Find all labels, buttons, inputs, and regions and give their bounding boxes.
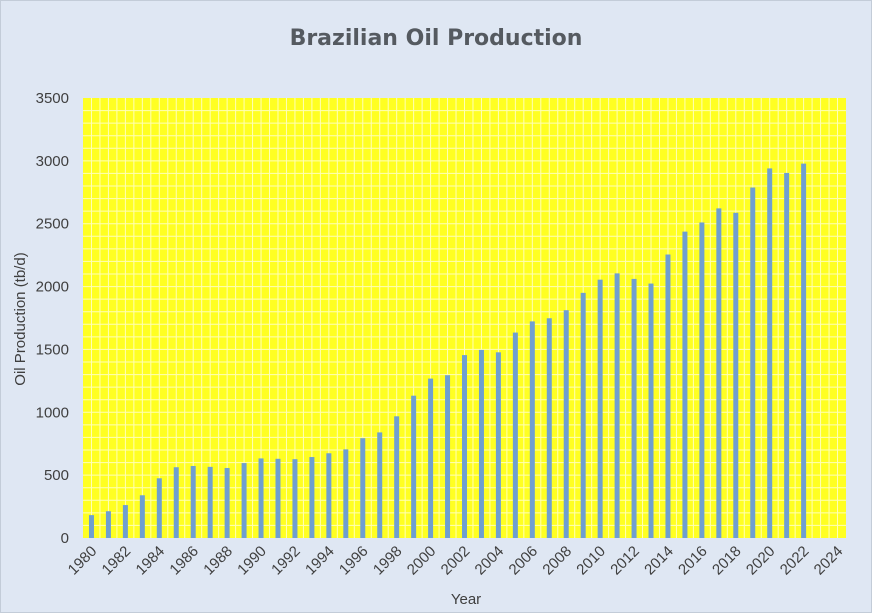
bar bbox=[733, 212, 739, 538]
bar bbox=[801, 163, 807, 538]
x-axis-title: Year bbox=[451, 591, 481, 608]
bar bbox=[343, 449, 349, 538]
x-tick-label: 1992 bbox=[268, 543, 304, 579]
bar bbox=[716, 208, 722, 538]
bar bbox=[377, 432, 383, 538]
bar bbox=[411, 395, 417, 538]
y-axis-title: Oil Production (tb/d) bbox=[12, 252, 29, 385]
x-tick-label: 2024 bbox=[811, 543, 847, 579]
x-tick-label: 2010 bbox=[573, 543, 609, 579]
bar bbox=[190, 465, 196, 538]
x-tick-label: 1994 bbox=[302, 543, 338, 579]
y-tick-label: 3500 bbox=[36, 90, 69, 107]
y-tick-label: 2000 bbox=[36, 279, 69, 296]
x-tick-label: 2012 bbox=[607, 543, 643, 579]
bar bbox=[88, 515, 94, 538]
bar bbox=[360, 438, 366, 538]
y-axis-ticks: 0 500 1000 1500 2000 2500 3000 3500 bbox=[36, 90, 69, 547]
bar bbox=[207, 466, 213, 538]
bar bbox=[394, 416, 400, 538]
bar bbox=[428, 378, 434, 538]
bar bbox=[563, 310, 569, 538]
y-tick-label: 1500 bbox=[36, 341, 69, 358]
bar bbox=[512, 332, 518, 538]
bar bbox=[309, 457, 315, 538]
bar bbox=[241, 463, 247, 538]
x-tick-label: 2006 bbox=[506, 543, 542, 579]
y-tick-label: 500 bbox=[44, 467, 69, 484]
x-tick-label: 2020 bbox=[743, 543, 779, 579]
x-tick-label: 2000 bbox=[404, 543, 440, 579]
bar bbox=[462, 355, 467, 538]
x-tick-label: 2004 bbox=[472, 543, 508, 579]
bar bbox=[478, 349, 484, 538]
bar-series bbox=[88, 163, 807, 539]
bar bbox=[750, 187, 756, 538]
bar bbox=[326, 453, 332, 538]
bar bbox=[529, 321, 535, 538]
bar bbox=[445, 375, 451, 538]
x-tick-label: 2022 bbox=[777, 543, 813, 579]
x-tick-label: 1982 bbox=[99, 543, 135, 579]
x-tick-label: 1980 bbox=[65, 543, 101, 579]
bar bbox=[682, 231, 688, 539]
bar bbox=[139, 495, 145, 538]
x-tick-label: 1984 bbox=[133, 543, 169, 579]
bar bbox=[614, 273, 620, 538]
y-tick-label: 2500 bbox=[36, 216, 69, 233]
y-tick-label: 0 bbox=[61, 530, 69, 547]
x-tick-label: 1986 bbox=[166, 543, 202, 579]
bar bbox=[546, 318, 552, 538]
bar bbox=[699, 222, 705, 538]
bar bbox=[275, 458, 281, 538]
x-tick-label: 2016 bbox=[675, 543, 711, 579]
y-tick-label: 1000 bbox=[36, 404, 69, 421]
bar bbox=[156, 478, 162, 538]
bar bbox=[597, 279, 603, 538]
bar bbox=[784, 172, 790, 538]
bar bbox=[631, 278, 637, 538]
bar bbox=[122, 505, 128, 538]
bar bbox=[495, 352, 501, 538]
x-tick-label: 2008 bbox=[539, 543, 575, 579]
x-tick-label: 2014 bbox=[641, 543, 677, 579]
bar bbox=[105, 511, 111, 538]
x-tick-label: 1996 bbox=[336, 543, 372, 579]
x-tick-label: 2018 bbox=[709, 543, 745, 579]
bar bbox=[173, 467, 179, 538]
bar bbox=[648, 283, 654, 538]
x-tick-label: 1988 bbox=[200, 543, 236, 579]
chart-title: Brazilian Oil Production bbox=[290, 26, 583, 51]
bar bbox=[665, 254, 671, 538]
bar bbox=[224, 467, 230, 538]
bar bbox=[292, 459, 298, 538]
bar bbox=[580, 292, 586, 538]
y-tick-label: 3000 bbox=[36, 153, 69, 170]
x-tick-label: 1990 bbox=[234, 543, 270, 579]
x-tick-label: 1998 bbox=[370, 543, 406, 579]
bar bbox=[258, 458, 264, 538]
bar bbox=[767, 168, 773, 538]
x-tick-label: 2002 bbox=[438, 543, 474, 579]
x-axis-ticks: 1980198219841986198819901992199419961998… bbox=[65, 543, 847, 579]
